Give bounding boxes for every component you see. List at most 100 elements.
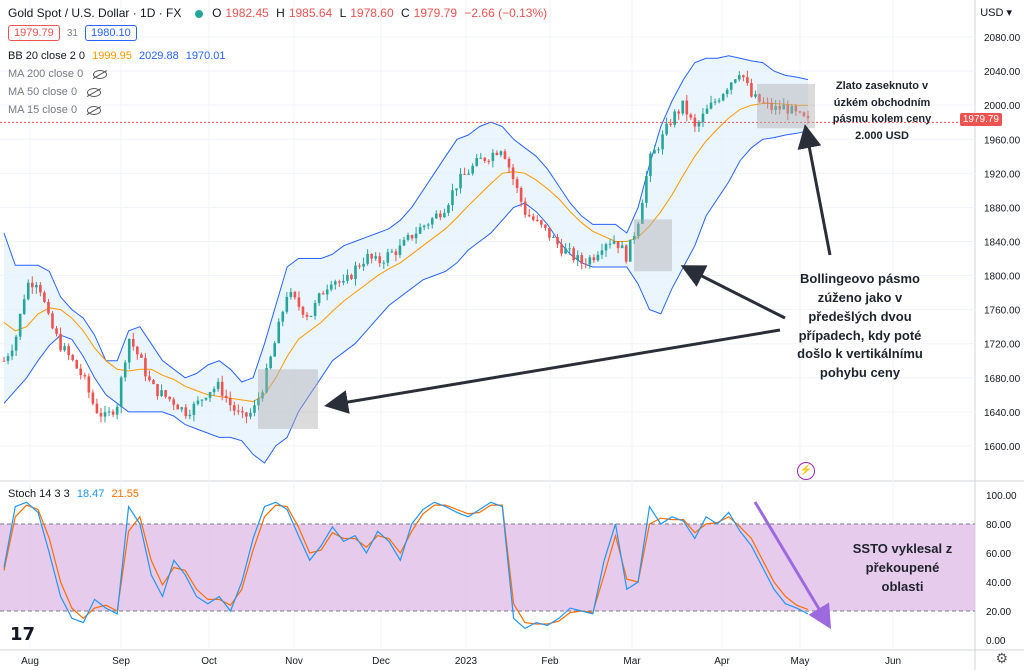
high-label: H bbox=[276, 6, 285, 20]
candle-body bbox=[35, 284, 38, 288]
hidden-eye-icon[interactable] bbox=[87, 105, 102, 115]
price-tick-label: 1800.00 bbox=[984, 272, 1021, 283]
candle-body bbox=[479, 157, 483, 159]
candle-body bbox=[673, 111, 676, 125]
candle-body bbox=[754, 94, 757, 97]
candle-body bbox=[273, 343, 276, 357]
time-tick-label: Feb bbox=[541, 656, 559, 667]
candle-body bbox=[596, 254, 600, 261]
candle-body bbox=[67, 346, 70, 356]
low-value: 1978.60 bbox=[350, 6, 394, 20]
bb-label: BB 20 close 2 0 bbox=[8, 50, 86, 62]
candle-body bbox=[216, 381, 220, 389]
candle-body bbox=[649, 153, 652, 176]
candle-body bbox=[531, 216, 535, 220]
candle-body bbox=[430, 218, 434, 225]
stoch-legend[interactable]: Stoch 14 3 3 18.47 21.55 bbox=[8, 488, 143, 500]
candle-body bbox=[232, 405, 236, 411]
price-tick-label: 2040.00 bbox=[984, 67, 1021, 78]
lightning-icon[interactable]: ⚡ bbox=[797, 462, 815, 480]
candle-body bbox=[200, 399, 204, 401]
ma50-legend[interactable]: MA 50 close 0 bbox=[8, 86, 105, 98]
time-tick-label: Aug bbox=[21, 656, 39, 667]
bollinger-bands bbox=[3, 55, 809, 464]
last-price-tag: 1979.79 bbox=[959, 113, 1002, 126]
bb-legend[interactable]: BB 20 close 2 0 1999.95 2029.88 1970.01 bbox=[8, 50, 230, 62]
candle-body bbox=[778, 106, 782, 110]
candle-body bbox=[568, 248, 571, 250]
candle-body bbox=[398, 245, 402, 255]
ma15-legend[interactable]: MA 15 close 0 bbox=[8, 104, 105, 116]
ma200-legend[interactable]: MA 200 close 0 bbox=[8, 68, 111, 80]
candle-body bbox=[309, 315, 313, 317]
candle-body bbox=[637, 223, 640, 236]
stoch-k-line bbox=[3, 501, 809, 630]
candle-body bbox=[697, 122, 701, 127]
settings-gear-icon[interactable]: ⚙ bbox=[995, 650, 1008, 666]
candle-body bbox=[172, 399, 175, 405]
high-value: 1985.64 bbox=[288, 6, 333, 20]
candle-body bbox=[164, 390, 167, 397]
candle-body bbox=[422, 225, 426, 228]
hidden-eye-icon[interactable] bbox=[93, 69, 108, 79]
currency-selector[interactable]: USD ▾ bbox=[980, 7, 1012, 19]
bb-lower-value: 1970.01 bbox=[185, 50, 226, 62]
annotation-line: případech, kdy poté bbox=[798, 327, 922, 343]
symbol-header: Gold Spot / U.S. Dollar · 1D · FX O 1982.… bbox=[8, 6, 555, 20]
candle-body bbox=[770, 102, 773, 110]
candle-body bbox=[604, 244, 608, 251]
candle-body bbox=[790, 106, 794, 114]
price-tick-label: 1760.00 bbox=[984, 306, 1021, 317]
stoch-tick-label: 100.00 bbox=[986, 491, 1017, 502]
price-tick-label: 2080.00 bbox=[984, 33, 1021, 44]
candle-body bbox=[245, 412, 248, 417]
price-tick-label: 1840.00 bbox=[984, 237, 1021, 248]
candle-body bbox=[6, 356, 10, 361]
open-label: O bbox=[212, 6, 222, 20]
candle-body bbox=[269, 356, 272, 369]
hidden-eye-icon[interactable] bbox=[87, 87, 102, 97]
candle-body bbox=[628, 239, 632, 262]
currency-label: USD bbox=[980, 7, 1004, 19]
candle-body bbox=[806, 116, 810, 119]
candle-body bbox=[616, 241, 620, 249]
candle-body bbox=[742, 75, 745, 78]
market-open-icon bbox=[194, 9, 203, 18]
candle-body bbox=[750, 83, 753, 97]
symbol-title[interactable]: Gold Spot / U.S. Dollar · 1D · FX bbox=[8, 6, 182, 20]
stoch-tick-label: 0.00 bbox=[986, 636, 1006, 647]
annotation-line: Bollingeovo pásmo bbox=[800, 271, 920, 286]
ma200-label: MA 200 close 0 bbox=[8, 68, 84, 80]
candle-body bbox=[188, 414, 192, 417]
candle-body bbox=[560, 244, 563, 254]
stoch-band-fill bbox=[0, 524, 975, 611]
time-tick-label: Dec bbox=[372, 656, 390, 667]
candle-body bbox=[79, 368, 83, 376]
sell-button[interactable]: 1979.79 bbox=[8, 25, 60, 41]
candle-body bbox=[168, 396, 171, 400]
candle-body bbox=[333, 281, 337, 285]
candle-body bbox=[160, 390, 163, 397]
annotation-line: úzkém obchodním bbox=[833, 96, 931, 109]
candle-body bbox=[18, 313, 22, 337]
candle-body bbox=[523, 201, 527, 215]
ma50-label: MA 50 close 0 bbox=[8, 86, 78, 98]
arrow-to-mid-box bbox=[680, 265, 786, 320]
candle-body bbox=[725, 89, 729, 95]
candle-body bbox=[390, 251, 394, 253]
candle-body bbox=[43, 292, 46, 302]
buy-button[interactable]: 1980.10 bbox=[85, 25, 137, 41]
candle-body bbox=[794, 106, 798, 112]
candle-body bbox=[342, 280, 345, 283]
candle-body bbox=[87, 376, 91, 393]
candle-body bbox=[782, 104, 786, 110]
candle-body bbox=[689, 114, 693, 118]
candle-body bbox=[713, 101, 717, 103]
annotation-line: zúženo jako v bbox=[817, 289, 903, 305]
tradingview-logo-icon[interactable]: 𝟭𝟳 bbox=[10, 624, 36, 644]
candle-body bbox=[491, 152, 495, 161]
candle-body bbox=[802, 112, 806, 117]
candle-body bbox=[237, 410, 240, 412]
candle-body bbox=[588, 257, 592, 265]
